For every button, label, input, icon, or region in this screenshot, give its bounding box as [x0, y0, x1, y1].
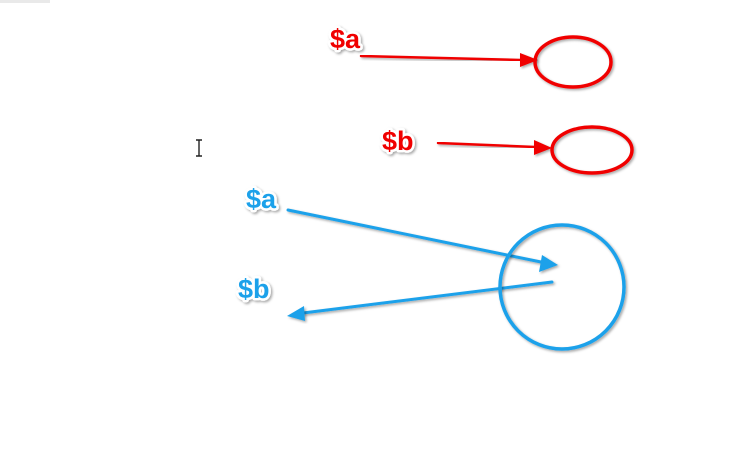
red-ellipse-b: [550, 125, 634, 175]
red-arrow-a: [359, 54, 522, 62]
red-label-b: $b: [382, 126, 414, 156]
corner-tab: [0, 0, 50, 3]
red-arrow-b-head: [534, 140, 552, 155]
red-ellipse-a: [533, 35, 613, 89]
blue-arrow-a: [286, 208, 543, 264]
blue-label-b: $b: [238, 274, 270, 304]
blue-arrow-b-head: [287, 306, 305, 321]
red-label-a: $a: [330, 24, 361, 54]
blue-arrow-a-head: [539, 255, 558, 272]
blue-label-a: $a: [246, 184, 277, 214]
blue-circle: [498, 223, 626, 351]
text-cursor-icon: [196, 139, 202, 157]
red-arrow-b: [436, 141, 537, 149]
red-arrow-a-head: [520, 53, 538, 67]
blue-arrow-b: [301, 280, 554, 315]
